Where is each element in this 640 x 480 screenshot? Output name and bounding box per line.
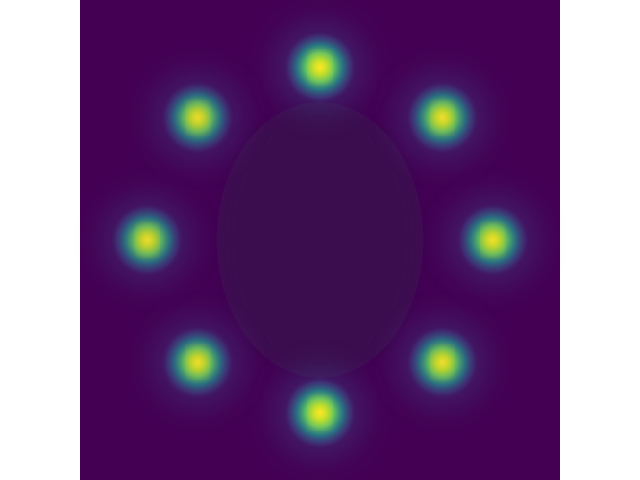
mode-peak (190, 352, 205, 373)
heatmap-mode-6 (151, 316, 244, 409)
mode-peak (140, 230, 155, 250)
heatmap-mode-5 (274, 366, 366, 459)
mode-peak (435, 352, 450, 373)
heatmap-mode-4 (396, 316, 489, 409)
inner-region (216, 101, 424, 379)
mode-peak (435, 107, 450, 128)
plot-area (80, 0, 560, 480)
heatmap-mode-7 (101, 194, 194, 286)
mode-peak (313, 402, 327, 423)
heatmap-mode-1 (274, 21, 366, 114)
mode-peak (485, 230, 500, 250)
heatmap-mode-2 (396, 71, 489, 164)
mode-peak (313, 57, 327, 78)
heatmap-mode-8 (151, 71, 244, 164)
heatmap-mode-3 (446, 194, 539, 286)
mode-peak (190, 107, 205, 128)
